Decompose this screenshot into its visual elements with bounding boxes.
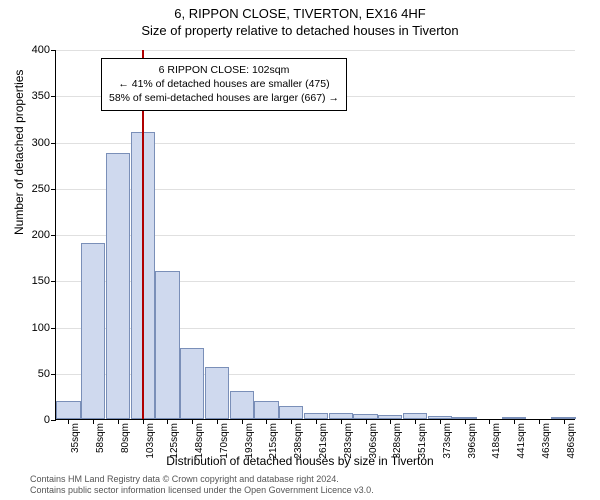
x-tick-label: 80sqm: [118, 423, 131, 453]
histogram-bar: [81, 243, 105, 419]
histogram-bar: [155, 271, 179, 419]
histogram-bar: [230, 391, 254, 419]
y-tick-label: 0: [44, 414, 56, 426]
chart-area: 05010015020025030035040035sqm58sqm80sqm1…: [55, 50, 575, 420]
histogram-bar: [254, 401, 278, 420]
y-tick-label: 200: [32, 229, 56, 241]
y-axis-label: Number of detached properties: [12, 70, 26, 235]
histogram-bar: [180, 348, 204, 419]
x-tick-label: 35sqm: [68, 423, 81, 453]
footer-line2: Contains public sector information licen…: [30, 485, 374, 496]
annotation-box: 6 RIPPON CLOSE: 102sqm← 41% of detached …: [101, 58, 347, 111]
y-tick-label: 300: [32, 137, 56, 149]
footer-line1: Contains HM Land Registry data © Crown c…: [30, 474, 374, 485]
annotation-line: 6 RIPPON CLOSE: 102sqm: [109, 63, 339, 77]
y-tick-label: 350: [32, 90, 56, 102]
plot-area: 05010015020025030035040035sqm58sqm80sqm1…: [55, 50, 575, 420]
x-tick-label: 58sqm: [93, 423, 106, 453]
title-subtitle: Size of property relative to detached ho…: [0, 23, 600, 38]
annotation-line: 58% of semi-detached houses are larger (…: [109, 91, 339, 105]
y-tick-label: 250: [32, 183, 56, 195]
histogram-bar: [205, 367, 229, 419]
annotation-line: ← 41% of detached houses are smaller (47…: [109, 77, 339, 91]
histogram-bar: [56, 401, 80, 420]
y-tick-label: 400: [32, 44, 56, 56]
y-tick-label: 150: [32, 275, 56, 287]
title-address: 6, RIPPON CLOSE, TIVERTON, EX16 4HF: [0, 6, 600, 21]
y-tick-label: 100: [32, 322, 56, 334]
x-axis-label: Distribution of detached houses by size …: [0, 454, 600, 468]
histogram-bar: [279, 406, 303, 419]
gridline-h: [56, 50, 575, 51]
footer-attribution: Contains HM Land Registry data © Crown c…: [30, 474, 374, 497]
histogram-bar: [106, 153, 130, 419]
y-tick-label: 50: [38, 368, 56, 380]
chart-title-block: 6, RIPPON CLOSE, TIVERTON, EX16 4HF Size…: [0, 0, 600, 38]
